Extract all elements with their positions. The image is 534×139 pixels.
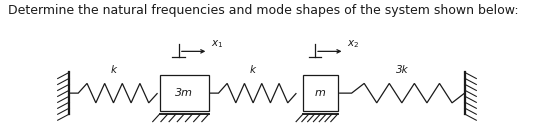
Text: Determine the natural frequencies and mode shapes of the system shown below:: Determine the natural frequencies and mo…: [8, 4, 519, 17]
Bar: [160, 75, 209, 111]
Text: m: m: [315, 88, 326, 98]
Text: k: k: [111, 65, 116, 75]
Text: k: k: [250, 65, 256, 75]
Text: $x_2$: $x_2$: [347, 38, 359, 50]
Text: $x_1$: $x_1$: [211, 38, 223, 50]
Text: 3k: 3k: [396, 65, 408, 75]
Bar: [303, 75, 338, 111]
Text: 3m: 3m: [175, 88, 193, 98]
